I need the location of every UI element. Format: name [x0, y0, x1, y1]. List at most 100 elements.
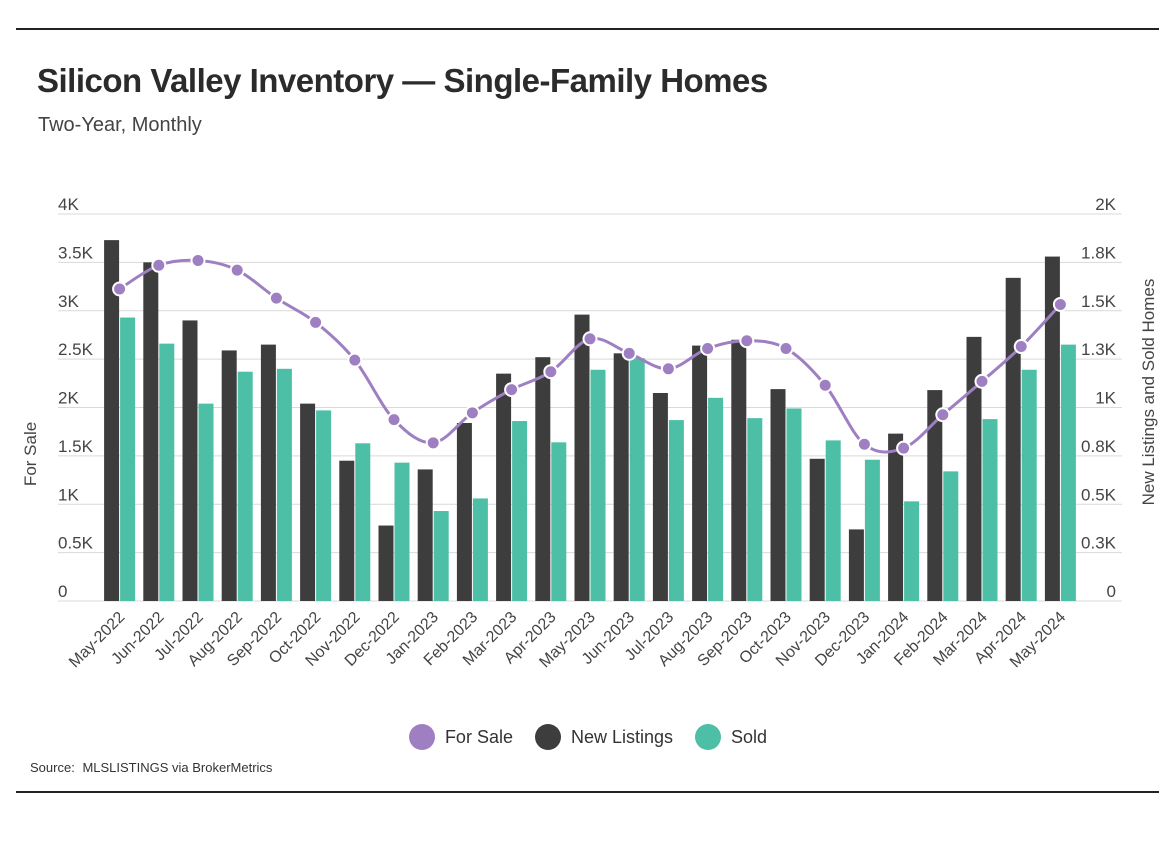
point-for-sale	[229, 262, 245, 278]
point-for-sale	[582, 331, 598, 347]
point-for-sale	[778, 340, 794, 356]
bar-sold	[276, 368, 292, 601]
bar-sold	[198, 403, 214, 601]
bar-sold	[747, 418, 763, 601]
y-left-tick-label: 0	[58, 582, 67, 601]
bar-sold	[433, 511, 449, 601]
bar-new-listings	[456, 422, 472, 601]
point-for-sale	[974, 373, 990, 389]
bar-sold	[394, 462, 410, 601]
y-left-tick-label: 1.5K	[58, 437, 94, 456]
bar-new-listings	[221, 350, 237, 601]
legend-swatch-new-listings	[534, 724, 561, 750]
bar-new-listings	[770, 389, 786, 601]
top-rule	[16, 28, 1159, 30]
y-right-tick-label: 1K	[1095, 389, 1116, 408]
source-label: Source:	[30, 760, 75, 775]
point-for-sale	[621, 345, 637, 361]
point-for-sale	[425, 435, 441, 451]
bar-sold	[708, 397, 724, 601]
y-right-tick-label: 1.3K	[1081, 340, 1117, 359]
y-left-tick-label: 4K	[58, 195, 79, 214]
legend-swatch-for-sale	[408, 724, 435, 750]
point-for-sale	[190, 252, 206, 268]
point-for-sale	[817, 377, 833, 393]
y-left-tick-label: 3K	[58, 292, 79, 311]
chart-title: Silicon Valley Inventory — Single-Family…	[37, 62, 768, 99]
legend-label-new-listings: New Listings	[570, 726, 674, 747]
legend-item-new-listings[interactable]: New Listings	[534, 724, 674, 750]
y-left-tick-label: 2K	[58, 389, 79, 408]
bar-new-listings	[378, 525, 394, 601]
bar-new-listings	[143, 262, 159, 601]
bar-sold	[786, 408, 802, 601]
legend-swatch-sold	[695, 724, 722, 750]
point-for-sale	[268, 290, 284, 306]
bar-new-listings	[417, 469, 433, 601]
bar-new-listings	[182, 320, 198, 601]
bar-new-listings	[260, 344, 276, 601]
bar-new-listings	[613, 353, 629, 601]
point-for-sale	[112, 281, 128, 297]
point-for-sale	[308, 314, 324, 330]
point-for-sale	[151, 257, 167, 273]
bar-new-listings	[496, 373, 512, 601]
bar-new-listings	[300, 403, 316, 601]
line-for-sale	[118, 258, 1062, 454]
bar-new-listings	[104, 240, 120, 601]
point-for-sale	[1013, 339, 1029, 355]
y-left-axis-title: For Sale	[21, 422, 40, 486]
bar-new-listings	[652, 392, 668, 601]
y-right-tick-label: 1.8K	[1081, 243, 1117, 262]
bar-sold	[825, 440, 841, 601]
bar-new-listings	[1044, 256, 1060, 601]
point-for-sale	[386, 412, 402, 428]
legend-label-sold: Sold	[731, 726, 768, 747]
bar-sold	[668, 420, 684, 601]
bottom-rule	[16, 791, 1159, 793]
bar-new-listings	[888, 433, 904, 601]
bar-sold	[355, 443, 371, 601]
point-for-sale	[856, 436, 872, 452]
y-left-tick-label: 2.5K	[58, 340, 94, 359]
point-for-sale	[504, 382, 520, 398]
bar-sold	[120, 317, 136, 601]
bar-sold	[864, 459, 880, 601]
legend-label-for-sale: For Sale	[444, 726, 513, 747]
point-for-sale	[700, 340, 716, 356]
bar-new-listings	[809, 458, 825, 601]
y-right-tick-label: 0.8K	[1081, 437, 1117, 456]
bar-sold	[512, 421, 528, 601]
legend-item-for-sale[interactable]: For Sale	[408, 724, 513, 750]
point-for-sale	[896, 440, 912, 456]
y-right-tick-label: 0.3K	[1081, 534, 1117, 553]
y-right-tick-label: 0	[1107, 582, 1116, 601]
bar-new-listings	[574, 314, 590, 601]
y-left-tick-label: 0.5K	[58, 534, 94, 553]
bar-sold	[159, 343, 175, 601]
y-right-axis-title: New Listings and Sold Homes	[1139, 279, 1158, 506]
bar-sold	[629, 358, 645, 601]
point-for-sale	[935, 407, 951, 423]
y-left-tick-label: 3.5K	[58, 243, 94, 262]
point-for-sale	[543, 364, 559, 380]
bar-sold	[551, 442, 567, 601]
bar-new-listings	[1005, 277, 1021, 601]
bar-sold	[904, 501, 920, 601]
bar-sold	[982, 419, 998, 601]
point-for-sale	[1052, 296, 1068, 312]
point-for-sale	[464, 405, 480, 421]
legend-item-sold[interactable]: Sold	[695, 724, 767, 750]
chart-legend: For Sale New Listings Sold	[0, 724, 1176, 750]
bar-sold	[1021, 369, 1037, 601]
bar-new-listings	[731, 339, 747, 601]
bar-sold	[237, 371, 253, 601]
chart-subtitle: Two-Year, Monthly	[38, 114, 202, 136]
bar-sold	[316, 410, 332, 601]
y-right-tick-label: 1.5K	[1081, 292, 1117, 311]
combo-chart: 0 0 0.5K 0.3K 1K 0.5K 1.5K 0.8K 2K 1K 2.5K 1.3K 3K 1.…	[21, 195, 1158, 671]
bar-sold	[943, 471, 959, 601]
bar-new-listings	[692, 345, 708, 601]
y-left-tick-label: 1K	[58, 485, 79, 504]
bar-sold	[590, 369, 606, 601]
